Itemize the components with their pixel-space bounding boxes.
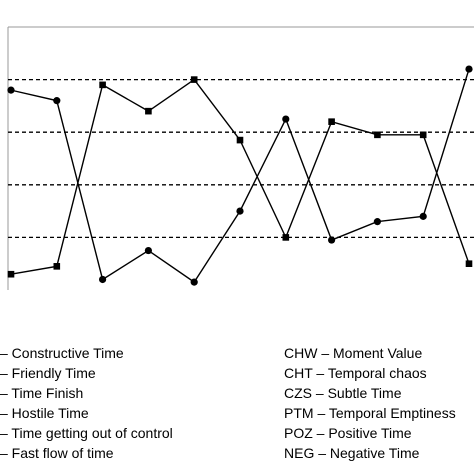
- data-point: [465, 260, 473, 267]
- data-point: [282, 115, 290, 123]
- legend-item: POZ – Positive Time: [284, 425, 412, 441]
- legend-item: PTM – Temporal Emptiness: [284, 405, 456, 421]
- legend-item: – Constructive Time: [0, 345, 124, 361]
- data-point: [144, 246, 152, 255]
- legend-item: CZS – Subtle Time: [284, 385, 402, 401]
- legend-item: CHT – Temporal chaos: [284, 365, 427, 381]
- data-point: [7, 270, 15, 278]
- data-point: [190, 278, 198, 286]
- data-point: [419, 212, 427, 220]
- series-line-2: [10, 78, 470, 275]
- legend-item: – Time Finish: [0, 385, 84, 401]
- data-point: [99, 275, 107, 284]
- data-point: [373, 218, 381, 226]
- data-point: [374, 131, 381, 139]
- data-point: [419, 131, 427, 139]
- data-point: [328, 118, 335, 125]
- data-point: [465, 65, 473, 73]
- data-point: [282, 234, 290, 241]
- legend-item: – Time getting out of control: [0, 425, 173, 441]
- data-point: [236, 207, 244, 215]
- legend-item: NEG – Negative Time: [284, 445, 420, 461]
- data-point: [328, 236, 336, 244]
- data-point: [53, 263, 61, 270]
- legend-item: CHW – Moment Value: [284, 345, 423, 361]
- data-point: [190, 76, 198, 83]
- legend-right: CHW – Moment Value CHT – Temporal chaos …: [284, 343, 456, 463]
- legend-left: – Constructive Time – Friendly Time – Ti…: [0, 343, 250, 463]
- legend-item: – Hostile Time: [0, 405, 89, 421]
- data-point: [99, 81, 106, 89]
- data-point: [236, 136, 244, 144]
- data-point: [145, 107, 152, 115]
- legend-item: – Fast flow of time: [0, 445, 114, 461]
- data-point: [7, 86, 15, 94]
- legend-item: – Friendly Time: [0, 365, 96, 381]
- line-chart: CZPSCZCZWCWKSZCCHWCHTCZSPTMP: [7, 26, 474, 290]
- data-point: [53, 97, 61, 105]
